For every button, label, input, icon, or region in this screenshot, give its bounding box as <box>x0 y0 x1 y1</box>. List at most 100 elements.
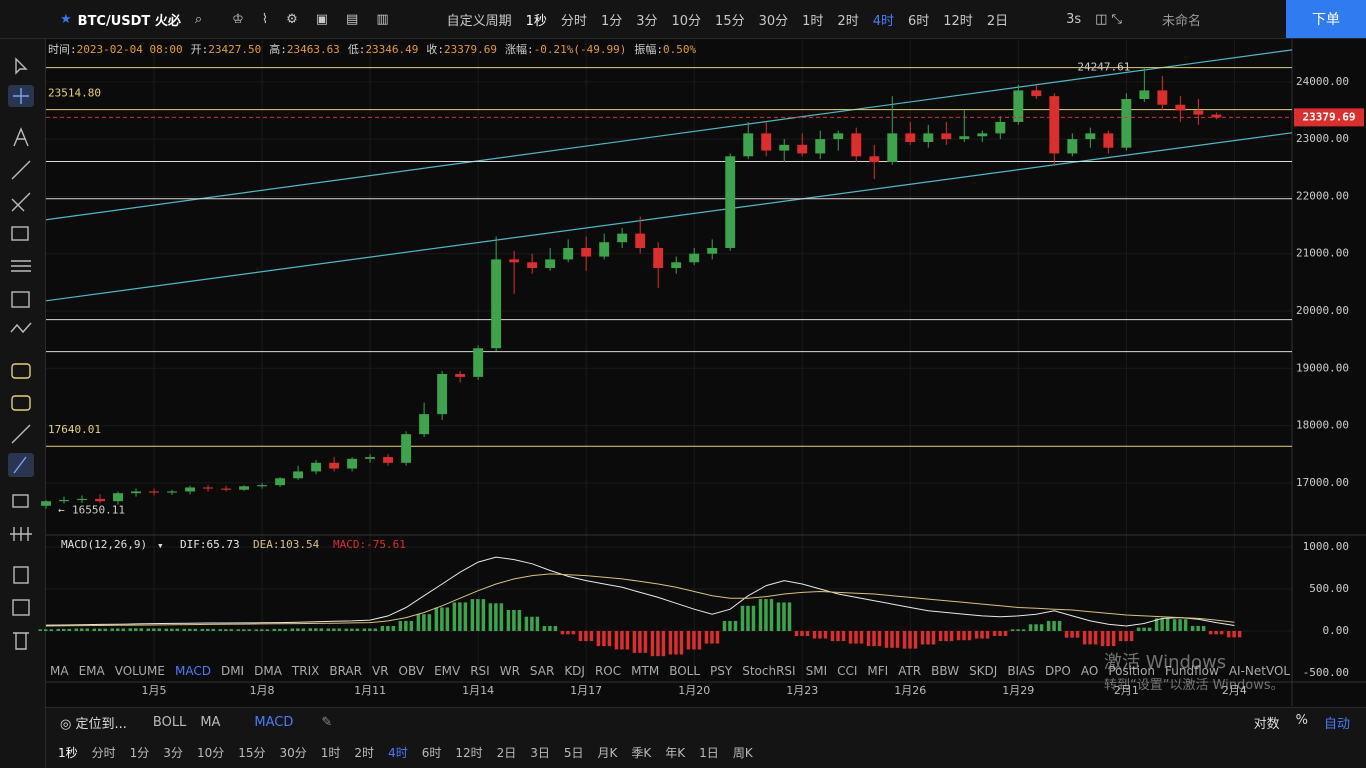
wave-icon[interactable] <box>10 322 32 334</box>
period[interactable]: 2日 <box>496 745 517 760</box>
indicator-tab[interactable]: BIAS <box>1007 664 1035 678</box>
lock-icon[interactable] <box>12 494 29 508</box>
crosshair-icon[interactable] <box>13 88 29 104</box>
rect-icon[interactable] <box>11 226 29 241</box>
indicator-tab[interactable]: Fundflow <box>1165 664 1219 678</box>
period[interactable]: 12时 <box>455 745 483 760</box>
period[interactable]: 15分 <box>238 745 266 760</box>
period[interactable]: 季K <box>631 745 652 760</box>
custom-period[interactable]: 自定义周期 <box>446 13 512 29</box>
text-icon[interactable] <box>13 127 29 147</box>
period[interactable]: 30分 <box>758 13 789 29</box>
indicator-chip[interactable]: MA <box>200 714 221 730</box>
indicator-tab[interactable]: BOLL <box>669 664 701 678</box>
period[interactable]: 3日 <box>530 745 550 760</box>
edit-icon[interactable]: ✎ <box>321 714 333 730</box>
indicator-tab[interactable]: AI-NetVOL <box>1228 664 1291 678</box>
layout-name[interactable]: 未命名 <box>1161 13 1201 29</box>
indicator-tab[interactable]: EMV <box>434 664 461 678</box>
trash-icon[interactable] <box>13 632 29 650</box>
symbol[interactable]: BTC/USDT 火必 <box>77 13 181 29</box>
period[interactable]: 年K <box>665 745 686 760</box>
indicator-tab[interactable]: CCI <box>837 664 858 678</box>
indicator-tab[interactable]: VOLUME <box>114 664 165 678</box>
eye-icon[interactable] <box>10 527 32 541</box>
magnet2-icon[interactable] <box>11 395 31 411</box>
indicator-tab[interactable]: VR <box>371 664 389 678</box>
period[interactable]: 2时 <box>354 745 375 760</box>
indicator-tab[interactable]: DMA <box>254 664 282 678</box>
magnet-icon[interactable] <box>11 363 31 379</box>
scale-option[interactable]: % <box>1295 712 1308 728</box>
order-button[interactable]: 下单 <box>1286 0 1366 38</box>
indicator-tab[interactable]: MFI <box>867 664 889 678</box>
star-icon[interactable]: ★ <box>60 11 72 27</box>
indicator-tab[interactable]: OBV <box>398 664 425 678</box>
scale-option[interactable]: 自动 <box>1323 716 1350 732</box>
fib-icon[interactable] <box>11 192 31 212</box>
period[interactable]: 2日 <box>986 13 1009 29</box>
period[interactable]: 分时 <box>91 745 116 760</box>
period[interactable]: 15分 <box>715 13 745 29</box>
period[interactable]: 3分 <box>636 13 658 29</box>
ruler-icon[interactable] <box>11 424 31 444</box>
period[interactable]: 6时 <box>421 745 442 760</box>
indicator-tab[interactable]: DMI <box>220 664 245 678</box>
indicator-tab[interactable]: AO <box>1080 664 1099 678</box>
period[interactable]: 5日 <box>563 745 584 760</box>
indicator-tab[interactable]: MA <box>50 664 69 678</box>
list-icon[interactable] <box>12 599 30 616</box>
indicator-tab[interactable]: ROC <box>594 664 622 678</box>
indicator-tab[interactable]: MTM <box>631 664 660 678</box>
locate-text[interactable]: 定位到... <box>75 716 127 732</box>
locate[interactable]: ◎ 定位到... <box>60 716 127 732</box>
camera-icon[interactable]: ◫ ⤡ <box>1095 11 1122 27</box>
period[interactable]: 12时 <box>943 13 973 29</box>
period[interactable]: 30分 <box>279 745 307 760</box>
period[interactable]: 4时 <box>872 13 894 29</box>
search-icon[interactable]: ⌕ <box>194 11 203 27</box>
indicator-tab[interactable]: SKDJ <box>969 664 998 678</box>
indicator-tab[interactable]: TRIX <box>291 664 320 678</box>
period[interactable]: 月K <box>597 745 618 760</box>
period[interactable]: 1时 <box>320 745 341 760</box>
interval[interactable]: 3s <box>1066 11 1082 27</box>
indicator-tab[interactable]: MACD <box>174 664 211 678</box>
period[interactable]: 1分 <box>600 13 623 29</box>
period[interactable]: 2时 <box>837 13 859 29</box>
indicator-tab[interactable]: PSY <box>710 664 733 678</box>
period[interactable]: 10分 <box>671 13 702 29</box>
pen-bg[interactable] <box>8 453 34 477</box>
period[interactable]: 1秒 <box>525 13 547 29</box>
period[interactable]: 周K <box>732 745 753 760</box>
period[interactable]: 分时 <box>560 13 587 29</box>
bookmark-icon[interactable] <box>13 566 29 584</box>
indicator-tab[interactable]: WR <box>499 664 520 678</box>
indicator-tab[interactable]: BBW <box>931 664 960 678</box>
period[interactable]: 1秒 <box>58 745 78 760</box>
hlines-icon[interactable] <box>11 260 31 272</box>
indicator-tab[interactable]: KDJ <box>564 664 585 678</box>
indicator-tab[interactable]: DPO <box>1044 664 1071 678</box>
indicator-chip[interactable]: BOLL <box>152 714 187 730</box>
indicator-tab[interactable]: EMA <box>78 664 105 678</box>
indicator-tab[interactable]: SAR <box>529 664 555 678</box>
indicator-tab[interactable]: ATR <box>898 664 922 678</box>
period[interactable]: 1时 <box>802 13 824 29</box>
period[interactable]: 1日 <box>699 745 719 760</box>
scale-option[interactable]: 对数 <box>1253 716 1280 732</box>
period[interactable]: 10分 <box>196 745 225 760</box>
period[interactable]: 6时 <box>907 13 930 29</box>
line-icon[interactable] <box>11 160 31 180</box>
period[interactable]: 1分 <box>129 745 150 760</box>
indicator-tab[interactable]: StochRSI <box>742 664 796 678</box>
indicator-chip[interactable]: MACD <box>254 714 294 730</box>
pen-icon[interactable] <box>13 456 27 474</box>
indicator-tab[interactable]: SMI <box>805 664 828 678</box>
indicator-tab[interactable]: RSI <box>470 664 490 678</box>
period[interactable]: 3分 <box>163 745 183 760</box>
grid-icon[interactable] <box>11 291 30 308</box>
period[interactable]: 4时 <box>388 745 408 760</box>
cursor-icon[interactable] <box>15 57 28 75</box>
indicator-tab[interactable]: Position <box>1108 664 1156 678</box>
